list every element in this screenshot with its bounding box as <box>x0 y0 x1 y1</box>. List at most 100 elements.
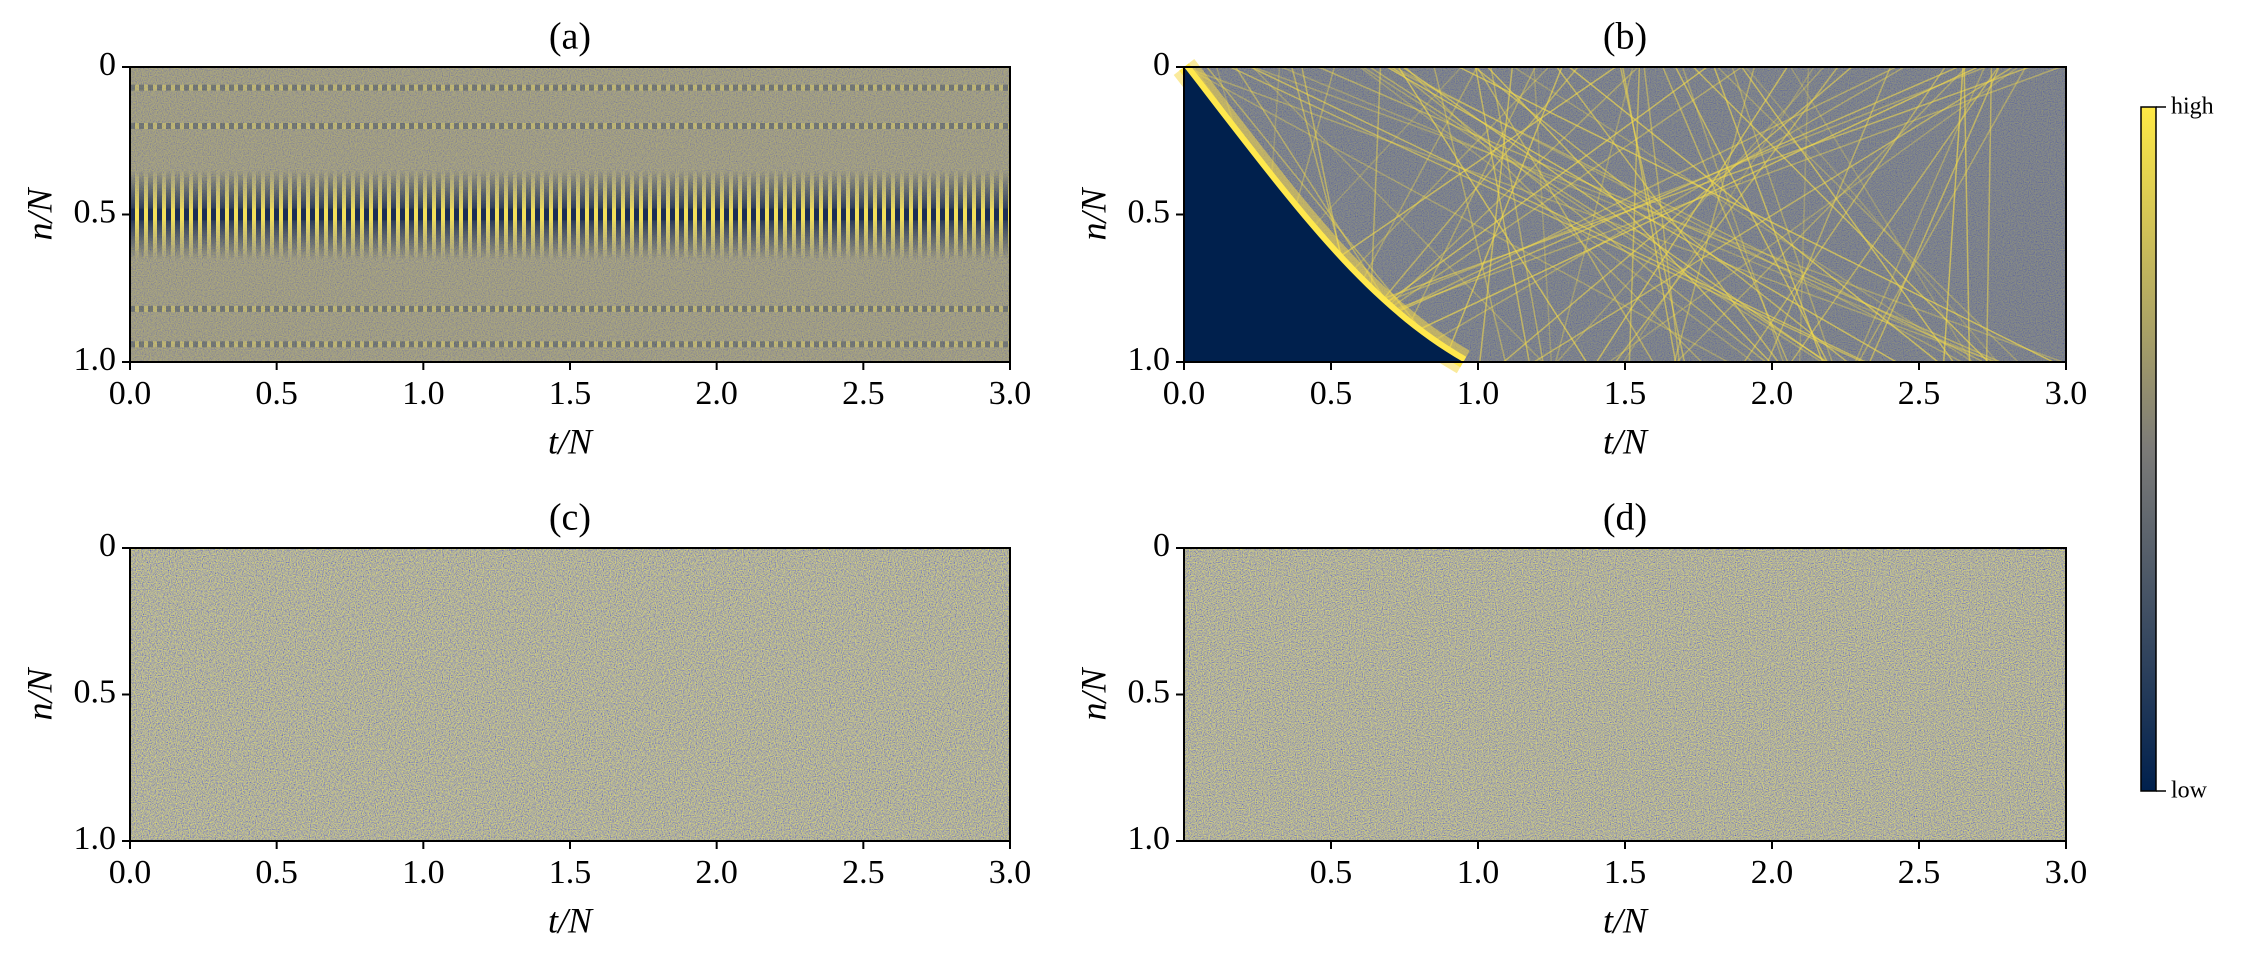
heatmap-streak <box>1397 66 1905 363</box>
heatmap-streak <box>1349 66 1979 363</box>
heatmap-streak <box>1869 66 2000 363</box>
heatmap-streak <box>1390 66 1536 363</box>
y-axis-label: n/N <box>19 187 59 241</box>
heatmap-front <box>1179 63 1467 368</box>
y-tick-label: 0 <box>99 46 116 83</box>
heatmap-streak <box>1985 66 1993 363</box>
y-tick-label: 0 <box>99 527 116 564</box>
heatmap-streak <box>1608 66 2019 363</box>
heatmap-stripe <box>130 305 1010 312</box>
x-tick-label: 2.5 <box>1898 375 1941 412</box>
heatmap-streak <box>1474 66 1530 363</box>
heatmap-streak <box>1479 66 1514 363</box>
x-tick-label: 1.0 <box>1457 375 1500 412</box>
heatmap-streak <box>1554 66 1634 363</box>
heatmap-noise <box>130 548 1010 841</box>
x-tick-label: 0.5 <box>1310 375 1353 412</box>
heatmap-streak <box>1503 66 1853 363</box>
heatmap-streak <box>1318 66 2001 363</box>
y-tick-label: 1.0 <box>74 820 117 857</box>
x-tick-label: 2.0 <box>1751 854 1794 891</box>
heatmap-streak <box>1185 66 1729 363</box>
x-tick-label: 1.5 <box>549 375 592 412</box>
y-tick-label: 0.5 <box>74 193 117 230</box>
panel-title: (c) <box>549 497 591 539</box>
x-tick-label: 2.0 <box>695 854 738 891</box>
heatmap-streak <box>1183 66 1997 363</box>
heatmap-streak <box>1731 66 1833 363</box>
heatmap-streak <box>1490 66 1544 363</box>
heatmap-streak <box>1362 66 1823 363</box>
heatmap-streak <box>1741 66 1954 363</box>
y-tick-label: 1.0 <box>1128 341 1171 378</box>
heatmap-streak <box>1402 66 1827 363</box>
heatmap-streak <box>1476 66 1654 363</box>
heatmap-noise <box>1184 548 2066 841</box>
heatmap-streak <box>1676 66 1967 363</box>
heatmap-streak <box>1389 66 1984 363</box>
x-tick-label: 1.5 <box>1604 375 1647 412</box>
heatmap <box>130 67 1010 362</box>
y-tick-label: 1.0 <box>74 341 117 378</box>
heatmap-streak <box>1252 66 2063 363</box>
heatmap-streak <box>1942 66 1964 363</box>
heatmap <box>130 548 1010 841</box>
x-tick-label: 3.0 <box>989 375 1032 412</box>
x-tick-label: 2.5 <box>1898 854 1941 891</box>
x-tick-label: 1.0 <box>402 375 445 412</box>
heatmap-band-core <box>130 208 1010 221</box>
x-tick-label: 3.0 <box>989 854 1032 891</box>
heatmap-streak <box>1596 66 1788 363</box>
heatmap-streak <box>1963 66 1971 363</box>
heatmap <box>1173 59 2066 374</box>
x-tick-label: 1.5 <box>549 854 592 891</box>
x-tick-label: 0.5 <box>255 854 298 891</box>
x-tick-label: 2.5 <box>842 854 885 891</box>
heatmap-streak <box>1615 66 1839 363</box>
heatmap-dark <box>1184 67 1464 362</box>
heatmap-streak <box>1556 66 1825 363</box>
x-axis-label: t/N <box>548 421 594 461</box>
heatmap-streak <box>1674 66 1828 363</box>
x-tick-label: 0.0 <box>109 375 152 412</box>
heatmap-streak <box>1391 66 1767 363</box>
heatmap-streak <box>1369 66 1828 363</box>
y-tick-label: 0.5 <box>74 673 117 710</box>
x-tick-label: 1.0 <box>1457 854 1500 891</box>
x-tick-label: 3.0 <box>2045 375 2088 412</box>
heatmap-streak <box>1513 66 1974 363</box>
heatmap-streak <box>1229 66 1863 363</box>
heatmap-streak <box>1673 66 1755 363</box>
heatmap-streak <box>1533 66 1553 363</box>
heatmap-streak <box>1397 66 1588 363</box>
heatmap-streak <box>1857 66 2027 363</box>
heatmap-streak <box>1662 66 1789 363</box>
x-tick-label: 1.5 <box>1604 854 1647 891</box>
colorbar-label: low <box>2171 778 2208 804</box>
y-axis-label: n/N <box>1073 187 1113 241</box>
heatmap-streak <box>1458 66 2054 363</box>
heatmap-streak <box>1622 66 1815 363</box>
x-tick-label: 2.0 <box>1751 375 1794 412</box>
x-tick-label: 2.5 <box>842 375 885 412</box>
x-tick-label: 0.5 <box>1310 854 1353 891</box>
heatmap-stripe <box>130 84 1010 91</box>
panel-title: (a) <box>549 16 591 58</box>
heatmap-streak <box>1250 66 1867 363</box>
y-axis-label: n/N <box>19 667 59 721</box>
y-tick-label: 0 <box>1153 527 1170 564</box>
x-axis-label: t/N <box>548 900 594 940</box>
colorbar-label: high <box>2171 94 2214 120</box>
y-tick-label: 0.5 <box>1128 193 1171 230</box>
y-tick-label: 1.0 <box>1128 820 1171 857</box>
heatmap-stripe <box>130 341 1010 348</box>
heatmap-streak <box>1486 66 1771 363</box>
colorbar <box>2140 106 2157 792</box>
heatmap-stripe <box>130 123 1010 129</box>
heatmap-streak <box>1681 66 1784 363</box>
heatmap <box>1184 548 2066 841</box>
heatmap-streak <box>1767 66 1892 363</box>
x-tick-label: 0.0 <box>1163 375 1206 412</box>
x-axis-label: t/N <box>1603 900 1649 940</box>
heatmap-streak <box>1743 66 1946 363</box>
